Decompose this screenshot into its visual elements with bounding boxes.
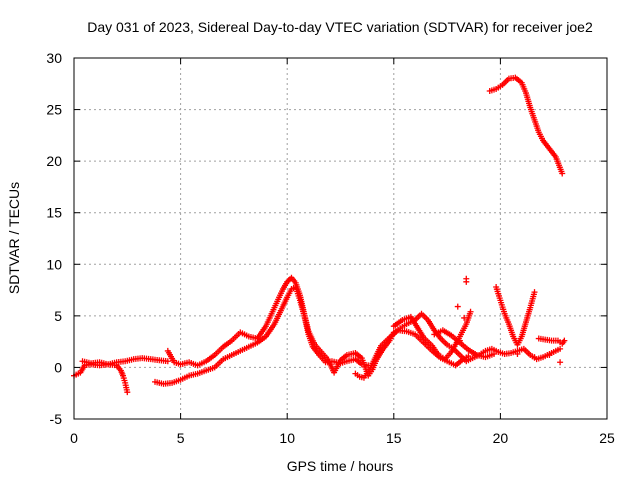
data-point	[531, 289, 538, 296]
data-layer	[71, 74, 568, 396]
data-point	[559, 170, 566, 177]
data-point	[514, 351, 521, 358]
data-point	[454, 303, 461, 310]
data-point	[546, 352, 553, 359]
y-tick-label: 0	[54, 359, 62, 375]
data-point	[463, 275, 470, 282]
data-point	[557, 359, 564, 366]
y-tick-label: 5	[54, 308, 62, 324]
x-tick-label: 10	[279, 430, 295, 446]
data-point	[557, 345, 564, 352]
data-point	[461, 314, 468, 321]
x-tick-label: 0	[70, 430, 78, 446]
y-tick-label: 20	[46, 153, 62, 169]
series-track-f	[390, 308, 474, 363]
axis-layer: 0 5 10 15 20 25 -5 0 5 10 15 20 25 30	[46, 50, 615, 446]
x-tick-label: 15	[386, 430, 402, 446]
series-outliers	[454, 275, 564, 366]
x-tick-label: 25	[599, 430, 615, 446]
x-tick-label: 5	[177, 430, 185, 446]
y-tick-label: 25	[46, 102, 62, 118]
plot-frame	[73, 57, 608, 420]
grid-layer	[74, 58, 607, 419]
series-track-i	[535, 335, 568, 347]
y-tick-label: 15	[46, 205, 62, 221]
data-point	[491, 351, 498, 358]
series-track-g	[431, 327, 498, 361]
x-axis-label: GPS time / hours	[287, 458, 394, 474]
data-point	[561, 337, 568, 344]
x-tick-label: 20	[493, 430, 509, 446]
chart-title: Day 031 of 2023, Sidereal Day-to-day VTE…	[87, 19, 593, 35]
data-point	[531, 354, 538, 361]
y-tick-label: -5	[50, 411, 63, 427]
data-point	[164, 358, 171, 365]
series-track-j	[486, 74, 566, 177]
series-track-d	[164, 274, 564, 379]
data-point	[124, 389, 131, 396]
series-track-h	[493, 283, 538, 348]
series-track-e	[352, 327, 472, 381]
y-tick-label: 10	[46, 256, 62, 272]
series-track-b	[79, 358, 131, 396]
data-point	[456, 337, 463, 344]
data-point	[465, 353, 472, 360]
y-tick-label: 30	[46, 50, 62, 66]
y-axis-label: SDTVAR / TECUs	[6, 182, 22, 294]
series-track-c	[152, 283, 372, 387]
data-point	[467, 308, 474, 315]
